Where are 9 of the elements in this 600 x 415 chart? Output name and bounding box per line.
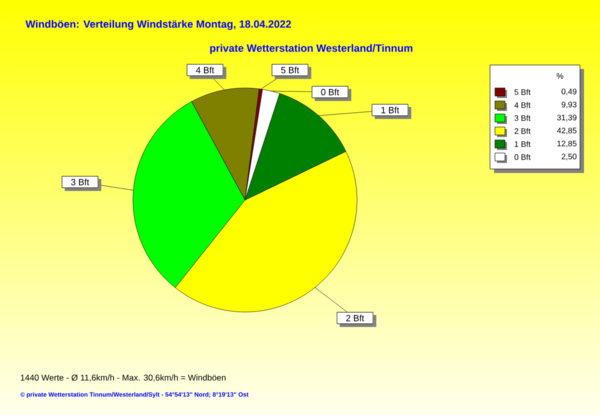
slice-label: 5 Bft — [281, 66, 300, 74]
slice-label: 2 Bft — [346, 314, 364, 322]
chart-title: Windböen: Verteilung Windstärke Montag, 18.04.2022 — [26, 20, 291, 30]
slice-label: 4 Bft — [196, 66, 214, 74]
slice-label: 1 Bft — [381, 106, 400, 114]
text: 1440 Werte - Ø 11,6km/h - Max. 30,6km/h = Windböen — [20, 374, 226, 382]
slice-label: 0 Bft — [321, 88, 340, 96]
chart-subtitle: private Wetterstation Westerland/Tinnum — [210, 44, 412, 54]
slice-label: 3 Bft — [71, 178, 90, 186]
